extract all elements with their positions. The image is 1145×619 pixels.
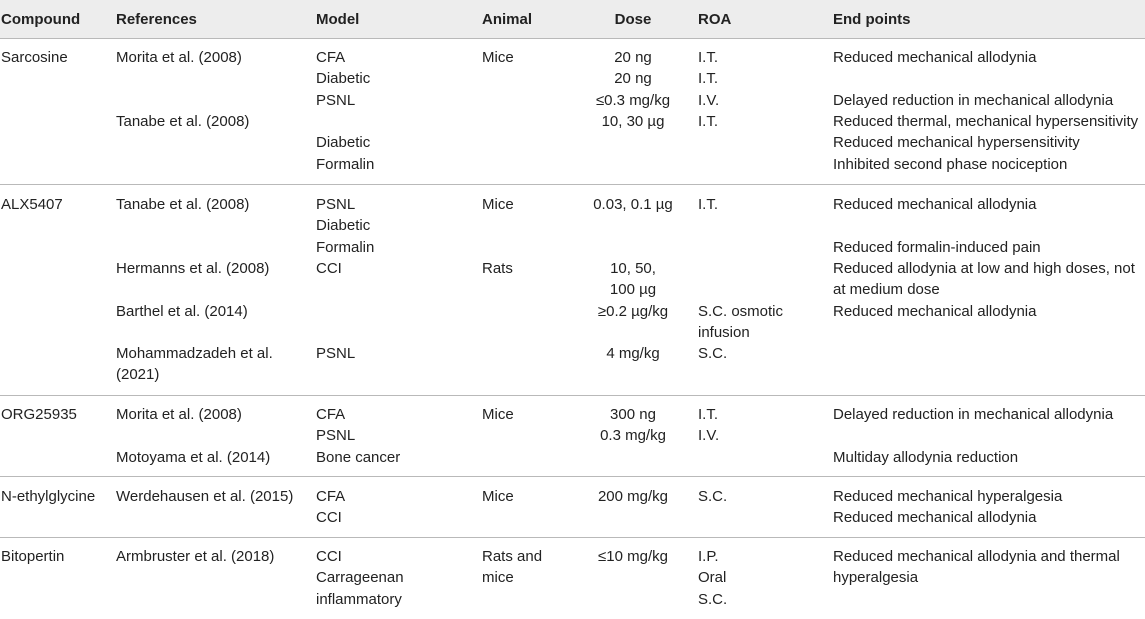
- cell-model: CCI: [316, 259, 342, 277]
- cell-roa: I.T.: [698, 70, 719, 88]
- cell-roa: Oral: [698, 569, 727, 587]
- cell-roa: I.T.: [698, 196, 719, 213]
- cell-model: CCI: [316, 509, 342, 527]
- cell-compound: N-ethylglycine: [1, 488, 96, 505]
- cell-model: PSNL: [316, 345, 356, 363]
- cell-model: CFA: [316, 406, 346, 423]
- cell-dose: 20 ng: [614, 49, 652, 66]
- cell-references: Barthel et al. (2014): [116, 302, 248, 320]
- header-endpoints: End points: [833, 11, 911, 28]
- cell-model: inflammatory: [316, 590, 402, 608]
- cell-model: CFA: [316, 49, 346, 66]
- cell-model: Diabetic: [316, 70, 371, 88]
- cell-model: CFA: [316, 488, 346, 505]
- cell-model: Formalin: [316, 155, 375, 173]
- cell-endpoints: Delayed reduction in mechanical allodyni…: [833, 91, 1114, 109]
- header-animal: Animal: [482, 11, 533, 28]
- cell-dose: 10, 30 µg: [601, 112, 665, 130]
- cell-dose: 100 µg: [609, 281, 657, 299]
- group-divider: [0, 395, 1145, 396]
- cell-dose: 4 mg/kg: [606, 345, 660, 363]
- cell-dose: ≥0.2 µg/kg: [597, 302, 669, 320]
- cell-endpoints: Reduced formalin-induced pain: [833, 238, 1041, 256]
- cell-animal: mice: [482, 569, 514, 587]
- cell-references: Motoyama et al. (2014): [116, 448, 271, 466]
- cell-references: Armbruster et al. (2018): [116, 548, 275, 565]
- cell-endpoints: Reduced thermal, mechanical hypersensiti…: [833, 112, 1139, 130]
- header-roa: ROA: [698, 11, 732, 28]
- cell-model: CCI: [316, 548, 342, 565]
- cell-roa: S.C.: [698, 345, 728, 363]
- cell-endpoints: Reduced mechanical hypersensitivity: [833, 134, 1080, 152]
- cell-animal: Rats and: [482, 548, 543, 565]
- cell-roa: S.C.: [698, 590, 728, 608]
- cell-references: Morita et al. (2008): [116, 406, 242, 423]
- cell-animal: Mice: [482, 49, 514, 66]
- cell-endpoints: Reduced mechanical allodynia: [833, 196, 1037, 213]
- cell-endpoints: Delayed reduction in mechanical allodyni…: [833, 406, 1114, 423]
- cell-endpoints: at medium dose: [833, 281, 940, 299]
- cell-endpoints: Reduced mechanical allodynia and thermal: [833, 548, 1120, 565]
- cell-endpoints: Inhibited second phase nociception: [833, 155, 1068, 173]
- cell-model: PSNL: [316, 196, 356, 213]
- cell-model: PSNL: [316, 91, 356, 109]
- cell-endpoints: Reduced mechanical allodynia: [833, 509, 1037, 527]
- cell-model: Diabetic: [316, 217, 371, 235]
- cell-roa: S.C. osmotic: [698, 302, 784, 320]
- cell-references: Mohammadzadeh et al.: [116, 345, 273, 363]
- cell-dose: 200 mg/kg: [597, 488, 669, 505]
- cell-model: Formalin: [316, 238, 375, 256]
- cell-model: Bone cancer: [316, 448, 401, 466]
- cell-animal: Mice: [482, 406, 514, 423]
- cell-references: Werdehausen et al. (2015): [116, 488, 294, 505]
- cell-compound: Sarcosine: [1, 49, 68, 66]
- table-header-row: Compound References Model Animal Dose RO…: [0, 0, 1145, 39]
- header-references: References: [116, 11, 197, 28]
- cell-dose: ≤0.3 mg/kg: [595, 91, 671, 109]
- cell-endpoints: Reduced mechanical allodynia: [833, 302, 1037, 320]
- cell-dose: 0.3 mg/kg: [600, 427, 666, 445]
- header-compound: Compound: [1, 11, 81, 28]
- cell-references: Tanabe et al. (2008): [116, 196, 250, 213]
- cell-references: Tanabe et al. (2008): [116, 112, 250, 130]
- cell-compound: Bitopertin: [1, 548, 65, 565]
- cell-references: Hermanns et al. (2008): [116, 259, 270, 277]
- cell-compound: ALX5407: [1, 196, 63, 213]
- group-divider: [0, 184, 1145, 185]
- cell-model: PSNL: [316, 427, 356, 445]
- cell-references: Morita et al. (2008): [116, 49, 242, 66]
- cell-endpoints: Multiday allodynia reduction: [833, 448, 1019, 466]
- group-divider: [0, 537, 1145, 538]
- cell-roa: I.V.: [698, 427, 720, 445]
- cell-animal: Rats: [482, 259, 513, 277]
- cell-animal: Mice: [482, 488, 514, 505]
- header-dose: Dose: [614, 11, 652, 28]
- cell-dose: 10, 50,: [610, 259, 656, 277]
- cell-roa: I.T.: [698, 112, 719, 130]
- cell-model: Diabetic: [316, 134, 371, 152]
- header-model: Model: [316, 11, 360, 28]
- cell-dose: 300 ng: [610, 406, 656, 423]
- cell-model: Carrageenan: [316, 569, 404, 587]
- cell-animal: Mice: [482, 196, 514, 213]
- group-divider: [0, 476, 1145, 477]
- cell-compound: ORG25935: [1, 406, 77, 423]
- cell-dose: ≤10 mg/kg: [598, 548, 668, 565]
- cell-endpoints: Reduced allodynia at low and high doses,…: [833, 259, 1135, 277]
- cell-roa: I.P.: [698, 548, 719, 565]
- cell-endpoints: Reduced mechanical hyperalgesia: [833, 488, 1063, 505]
- cell-endpoints: Reduced mechanical allodynia: [833, 49, 1037, 66]
- cell-roa: I.T.: [698, 49, 719, 66]
- cell-dose: 0.03, 0.1 µg: [593, 196, 673, 213]
- cell-roa: infusion: [698, 323, 750, 341]
- cell-dose: 20 ng: [614, 70, 652, 88]
- cell-roa: I.T.: [698, 406, 719, 423]
- cell-endpoints: hyperalgesia: [833, 569, 919, 587]
- cell-roa: I.V.: [698, 91, 720, 109]
- cell-references: (2021): [116, 366, 160, 384]
- cell-roa: S.C.: [698, 488, 728, 505]
